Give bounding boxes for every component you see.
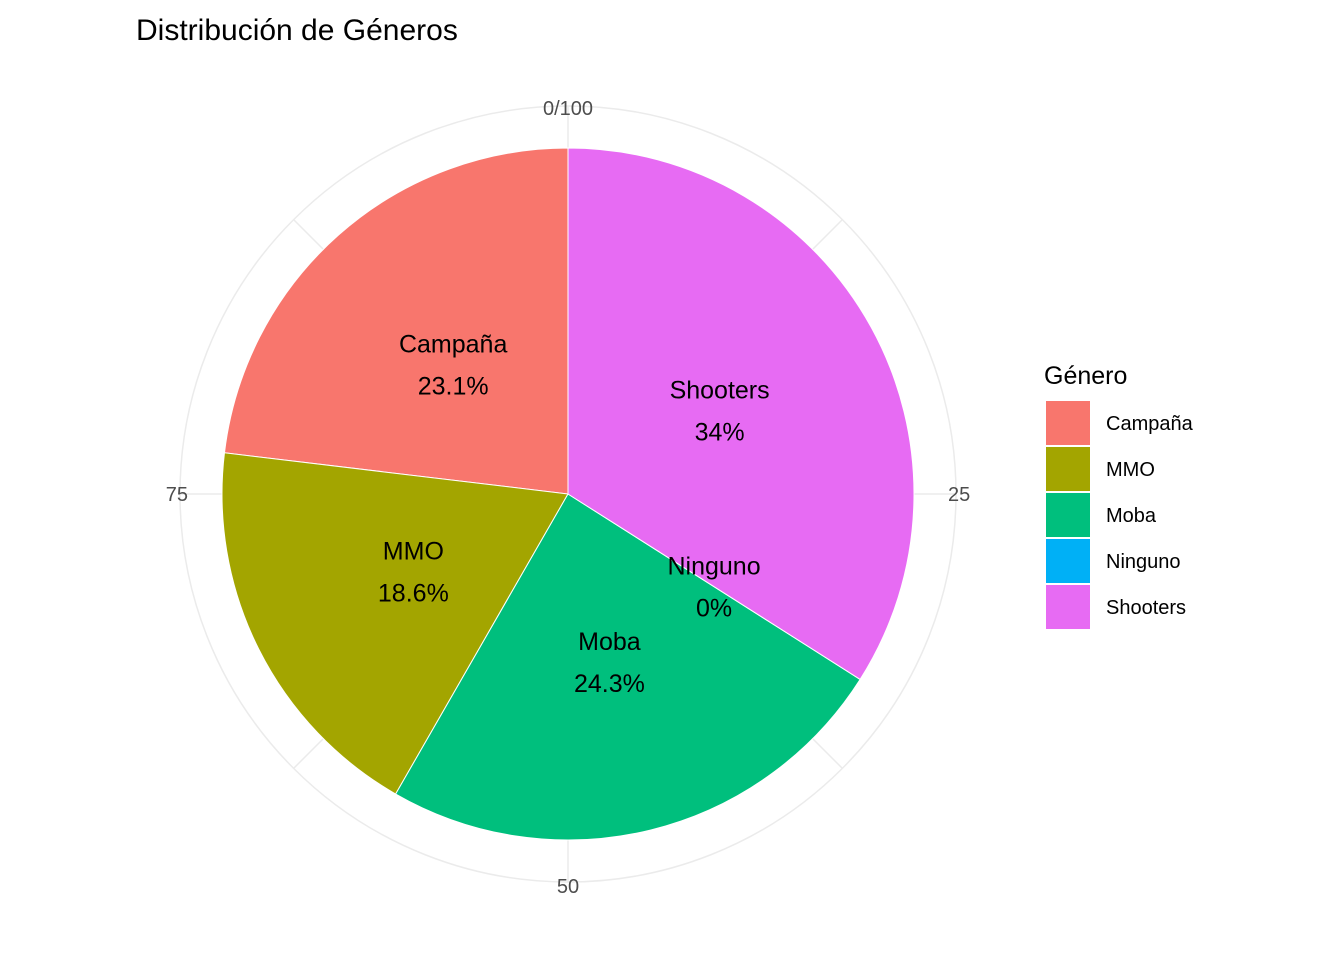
- slice-value-campa-a: 23.1%: [418, 373, 489, 401]
- legend-label-mmo: MMO: [1106, 459, 1155, 481]
- pie-slice-shooters: [567, 147, 915, 681]
- slice-value-mmo: 18.6%: [378, 580, 449, 608]
- polar-tick-label: 50: [557, 876, 579, 898]
- legend-swatch-mmo: [1046, 447, 1090, 491]
- legend-label-campa-a: Campaña: [1106, 413, 1194, 435]
- slice-label-campa-a: Campaña: [399, 331, 507, 359]
- legend-title: Género: [1044, 362, 1127, 390]
- polar-tick-labels: 0/100 25 50 75: [166, 98, 971, 898]
- legend-label-moba: Moba: [1106, 505, 1157, 527]
- slice-value-shooters: 34%: [695, 419, 745, 447]
- slice-value-moba: 24.3%: [574, 670, 645, 698]
- polar-tick-label: 25: [948, 484, 970, 506]
- slice-label-shooters: Shooters: [670, 377, 770, 405]
- polar-tick-label: 75: [166, 484, 188, 506]
- pie-slice-campa-a: [223, 147, 569, 495]
- legend-label-ninguno: Ninguno: [1106, 551, 1181, 573]
- pie-slice-mmo: [221, 452, 569, 795]
- slice-labels: Campaña 23.1% MMO 18.6% Moba 24.3% Ninguno 0% Sh…: [378, 331, 770, 698]
- legend-swatch-shooters: [1046, 585, 1090, 629]
- slice-label-mmo: MMO: [383, 538, 444, 566]
- legend: Género Campaña MMO Moba Ninguno Shooters: [1044, 362, 1194, 629]
- slice-label-ninguno: Ninguno: [667, 553, 760, 581]
- pie-slices: [221, 147, 915, 841]
- legend-swatch-moba: [1046, 493, 1090, 537]
- chart-title: Distribución de Géneros: [136, 14, 458, 47]
- polar-tick-label: 0/100: [543, 98, 593, 120]
- legend-label-shooters: Shooters: [1106, 597, 1186, 619]
- legend-swatch-ninguno: [1046, 539, 1090, 583]
- slice-value-ninguno: 0%: [696, 595, 732, 623]
- legend-items: Campaña MMO Moba Ninguno Shooters: [1046, 401, 1194, 629]
- legend-swatch-campa-a: [1046, 401, 1090, 445]
- pie-slice-moba: [394, 493, 861, 841]
- slice-label-moba: Moba: [578, 628, 641, 656]
